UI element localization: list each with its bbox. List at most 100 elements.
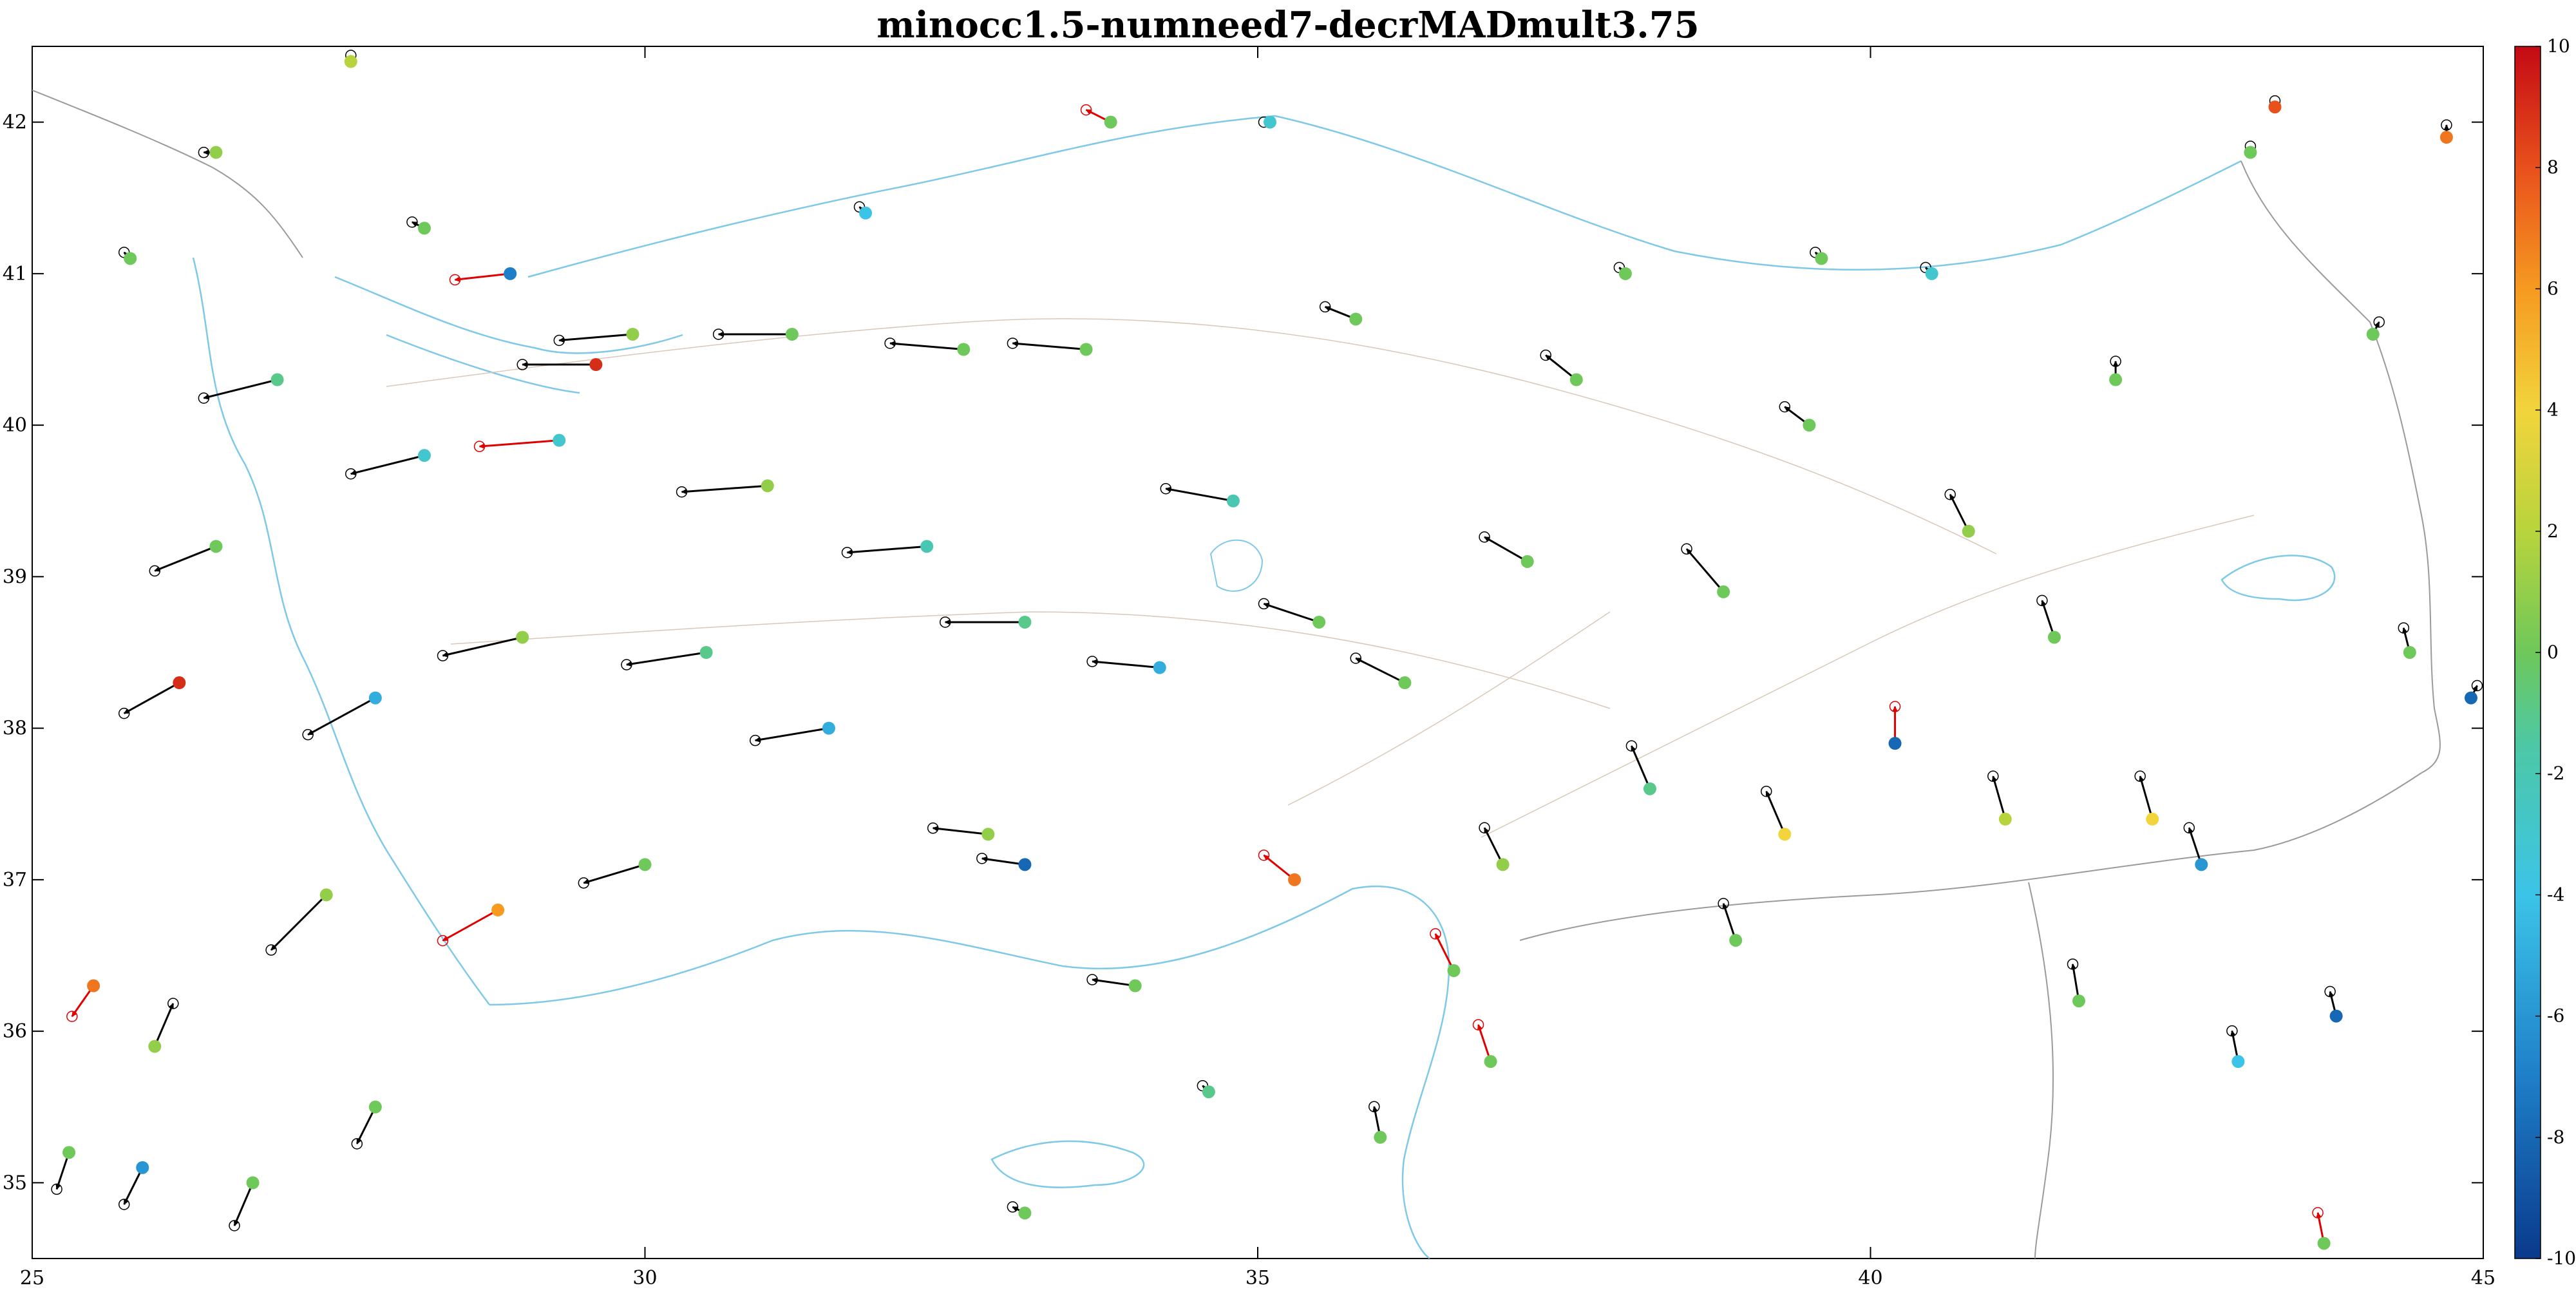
x-tick-label: 45 (2471, 1267, 2496, 1289)
velocity-arrow (1991, 775, 2007, 820)
geography-layer (32, 90, 2441, 1259)
velocity-arrow (153, 1003, 175, 1047)
station-marker (761, 479, 774, 493)
station-marker (1496, 858, 1510, 871)
station-marker (1729, 933, 1743, 947)
error-ellipse (1160, 482, 1172, 495)
error-ellipse (2441, 119, 2452, 131)
station-marker (1998, 812, 2012, 826)
error-ellipse (578, 877, 590, 889)
station-marker (699, 646, 713, 659)
station (1258, 598, 1326, 629)
station-marker (2464, 691, 2477, 705)
station (2134, 770, 2159, 826)
station (344, 50, 357, 68)
velocity-arrow (1949, 493, 1970, 532)
x-tick-label: 25 (20, 1267, 44, 1289)
station (449, 267, 517, 286)
station (841, 540, 934, 558)
error-ellipse (1779, 401, 1791, 413)
station (1810, 247, 1828, 265)
station-marker (319, 888, 333, 902)
velocity-arrow (583, 863, 645, 884)
velocity-arrow (2139, 775, 2154, 820)
error-ellipse (118, 707, 130, 719)
y-tick-label: 38 (3, 717, 27, 740)
error-ellipse (553, 334, 565, 347)
station (2398, 622, 2416, 659)
velocity-arrow (478, 439, 560, 449)
station-marker (785, 327, 799, 341)
colorbar-tick-label: 6 (2547, 278, 2559, 299)
error-ellipse (1479, 822, 1490, 834)
station (1080, 104, 1117, 129)
station (884, 337, 971, 356)
error-ellipse (1760, 785, 1772, 797)
station (1760, 785, 1792, 841)
station-marker (246, 1176, 260, 1190)
station (265, 888, 333, 956)
station (2109, 356, 2123, 386)
station (2244, 140, 2257, 159)
velocity-arrow (1545, 354, 1577, 381)
station (1197, 1079, 1215, 1099)
station-marker (1717, 585, 1730, 598)
station (437, 903, 505, 947)
colorbar-tick-label: 0 (2547, 641, 2559, 663)
station (118, 676, 186, 719)
velocity-arrow (625, 651, 706, 667)
station-marker (1888, 737, 1902, 750)
station-marker (1202, 1085, 1215, 1099)
station-marker (1018, 858, 1032, 871)
station-marker (1264, 115, 1277, 129)
station-marker (1288, 873, 1302, 886)
station-marker (344, 55, 357, 68)
lake-tuz (1209, 539, 1264, 592)
error-ellipse (437, 935, 449, 947)
velocity-arrow (1484, 536, 1528, 563)
velocity-arrow (123, 681, 180, 714)
station-marker (2439, 131, 2453, 144)
station (1718, 898, 1743, 947)
station-marker (2403, 646, 2416, 659)
station (1350, 652, 1412, 690)
station-marker (2366, 327, 2380, 341)
error-ellipse (437, 650, 449, 661)
station-marker (957, 343, 971, 356)
y-tick-label: 36 (3, 1020, 27, 1043)
station-marker (62, 1146, 76, 1159)
error-ellipse (66, 1011, 78, 1022)
station (406, 216, 431, 235)
station-marker (1018, 1206, 1032, 1220)
station (2183, 822, 2208, 871)
station (345, 449, 431, 480)
error-ellipse (265, 944, 277, 956)
error-ellipse (2324, 985, 2336, 998)
velocity-arrow (681, 484, 768, 495)
error-ellipse (1430, 928, 1441, 940)
velocity-arrow (1685, 548, 1725, 593)
error-ellipse (2312, 1207, 2324, 1219)
velocity-arrow (270, 894, 327, 951)
greece-border (32, 90, 303, 258)
velocity-arrow (233, 1182, 254, 1226)
station (1368, 1101, 1387, 1144)
velocity-arrow (846, 545, 927, 555)
error-ellipse (2398, 622, 2410, 634)
station-marker (2329, 1009, 2343, 1023)
turkey-syria-border (1519, 772, 2422, 941)
colorbar-tick-label: 8 (2547, 157, 2559, 178)
station-marker (1803, 419, 1816, 432)
velocity-arrow (454, 272, 511, 282)
station (437, 631, 529, 661)
velocity-arrow (55, 1152, 70, 1190)
station-marker (553, 433, 566, 447)
station (302, 691, 382, 741)
station (976, 853, 1032, 871)
station-marker (2317, 1237, 2331, 1250)
station (351, 1100, 382, 1150)
station-marker (87, 979, 100, 993)
error-ellipse (1987, 770, 1999, 782)
station-marker (417, 222, 431, 235)
station (1258, 850, 1302, 886)
